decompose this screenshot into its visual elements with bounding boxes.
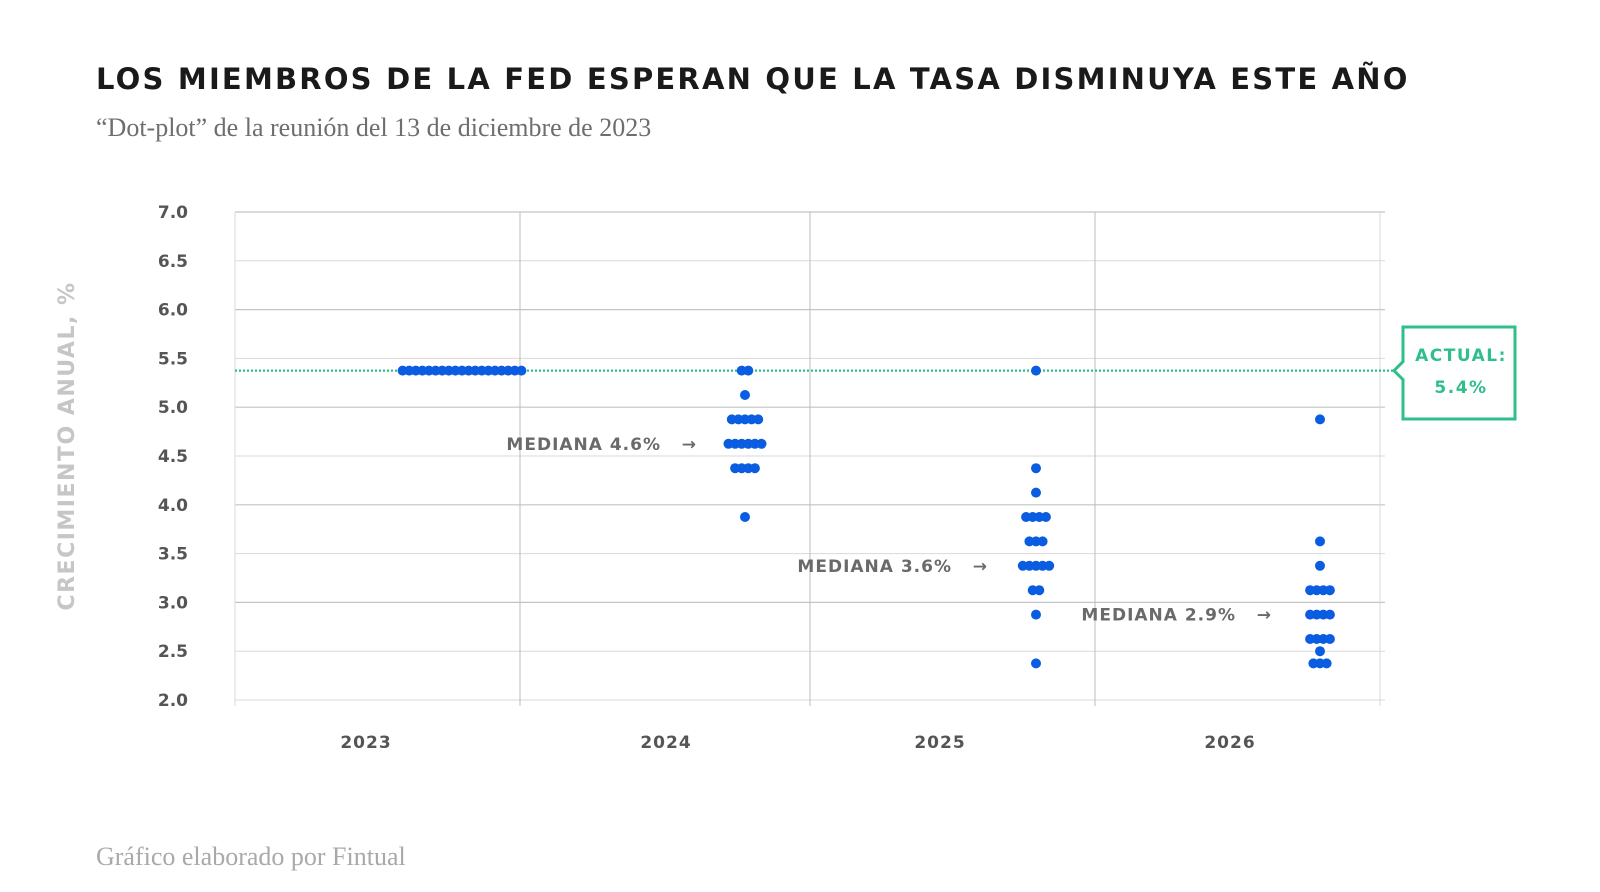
dot-2025 [1031, 365, 1041, 376]
dot-2024 [756, 438, 767, 449]
source-note: Gráfico elaborado por Fintual [96, 842, 406, 871]
y-tick-label: 5.0 [158, 398, 188, 418]
dot-2025 [1037, 536, 1048, 547]
dot-2025 [1034, 585, 1045, 596]
dot-2026 [1321, 658, 1332, 669]
y-tick-label: 4.0 [158, 496, 188, 516]
dot-2024 [753, 414, 764, 425]
x-tick-label-2025: 2025 [914, 733, 965, 753]
dot-2024 [743, 365, 754, 376]
median-label-2025: MEDIANA 3.6% [797, 557, 952, 577]
x-tick-label-2026: 2026 [1204, 733, 1255, 753]
y-axis-title: CRECIMIENTO ANUAL, % [55, 281, 80, 610]
median-arrow-2024: → [682, 435, 697, 455]
x-tick-label-2023: 2023 [340, 733, 391, 753]
dot-2023 [516, 365, 527, 376]
y-tick-label: 7.0 [158, 203, 188, 223]
median-label-2024: MEDIANA 4.6% [506, 435, 661, 455]
dot-2026 [1315, 646, 1325, 657]
median-label-2026: MEDIANA 2.9% [1081, 606, 1236, 626]
dot-2024 [740, 512, 750, 522]
dot-2025 [1031, 609, 1041, 620]
dot-2024 [740, 390, 750, 400]
dot-2026 [1315, 560, 1325, 571]
dot-2026 [1324, 634, 1335, 644]
actual-callout-value: 5.4% [1434, 378, 1487, 398]
dot-2024 [749, 463, 760, 474]
dot-2025 [1044, 560, 1055, 571]
dot-2026 [1324, 609, 1335, 620]
dot-2025 [1031, 487, 1041, 498]
median-arrow-2026: → [1257, 606, 1272, 626]
y-tick-label: 2.0 [158, 691, 188, 711]
y-tick-label: 4.5 [158, 447, 188, 467]
chart-subtitle: “Dot-plot” de la reunión del 13 de dicie… [96, 113, 652, 142]
actual-callout-box [1391, 325, 1517, 421]
dot-2025 [1040, 512, 1051, 522]
chart-title: LOS MIEMBROS DE LA FED ESPERAN QUE LA TA… [96, 62, 1410, 96]
dot-2026 [1315, 414, 1325, 425]
y-tick-label: 3.5 [158, 545, 188, 565]
y-tick-label: 6.5 [158, 252, 188, 272]
dot-2026 [1324, 585, 1335, 596]
median-arrow-2025: → [973, 557, 988, 577]
y-tick-label: 6.0 [158, 301, 188, 321]
dot-2025 [1031, 463, 1041, 474]
actual-callout-label: ACTUAL: [1415, 346, 1507, 366]
y-tick-label: 3.0 [158, 593, 188, 613]
dot-2026 [1315, 536, 1325, 547]
y-tick-label: 5.5 [158, 349, 188, 369]
x-tick-label-2024: 2024 [640, 733, 691, 753]
dot-2025 [1031, 658, 1041, 669]
y-tick-label: 2.5 [158, 642, 188, 662]
